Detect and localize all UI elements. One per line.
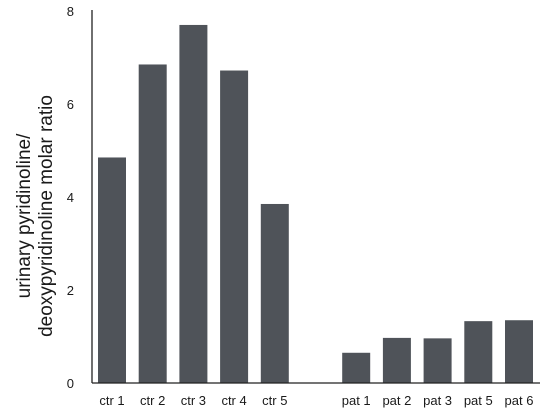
- x-tick-label: ctr 1: [99, 393, 124, 408]
- bar: [505, 320, 533, 383]
- y-tick-label: 6: [67, 97, 74, 112]
- y-axis-title-line-2: deoxypyridinoline molar ratio: [36, 95, 57, 337]
- y-tick-label: 0: [67, 376, 74, 391]
- bar: [382, 337, 411, 383]
- y-tick-label: 4: [67, 190, 74, 205]
- x-tick-label: pat 5: [464, 393, 493, 408]
- y-axis-title: urinary pyridinoline/ deoxypyridinoline …: [14, 95, 57, 337]
- bars: [98, 24, 533, 384]
- x-tick-label: ctr 2: [140, 393, 165, 408]
- y-axis-ticks: 0 2 4 6 8: [67, 4, 74, 391]
- y-tick-label: 8: [67, 4, 74, 19]
- bar: [138, 64, 167, 383]
- bar: [423, 338, 452, 383]
- x-tick-label: pat 6: [505, 393, 534, 408]
- x-tick-label: ctr 5: [262, 393, 287, 408]
- bar: [220, 70, 249, 384]
- bar: [464, 321, 493, 383]
- x-tick-label: ctr 4: [221, 393, 246, 408]
- x-tick-label: ctr 3: [181, 393, 206, 408]
- bar: [342, 352, 371, 383]
- bar: [260, 203, 289, 383]
- bar: [179, 24, 208, 383]
- y-tick-label: 2: [67, 283, 74, 298]
- x-axis-labels: ctr 1 ctr 2 ctr 3 ctr 4 ctr 5 pat 1 pat 2 pat 3…: [99, 393, 533, 408]
- bar: [98, 157, 126, 383]
- x-tick-label: pat 3: [423, 393, 452, 408]
- x-tick-label: pat 2: [382, 393, 411, 408]
- x-tick-label: pat 1: [342, 393, 371, 408]
- y-axis-title-line-1: urinary pyridinoline/: [14, 133, 35, 298]
